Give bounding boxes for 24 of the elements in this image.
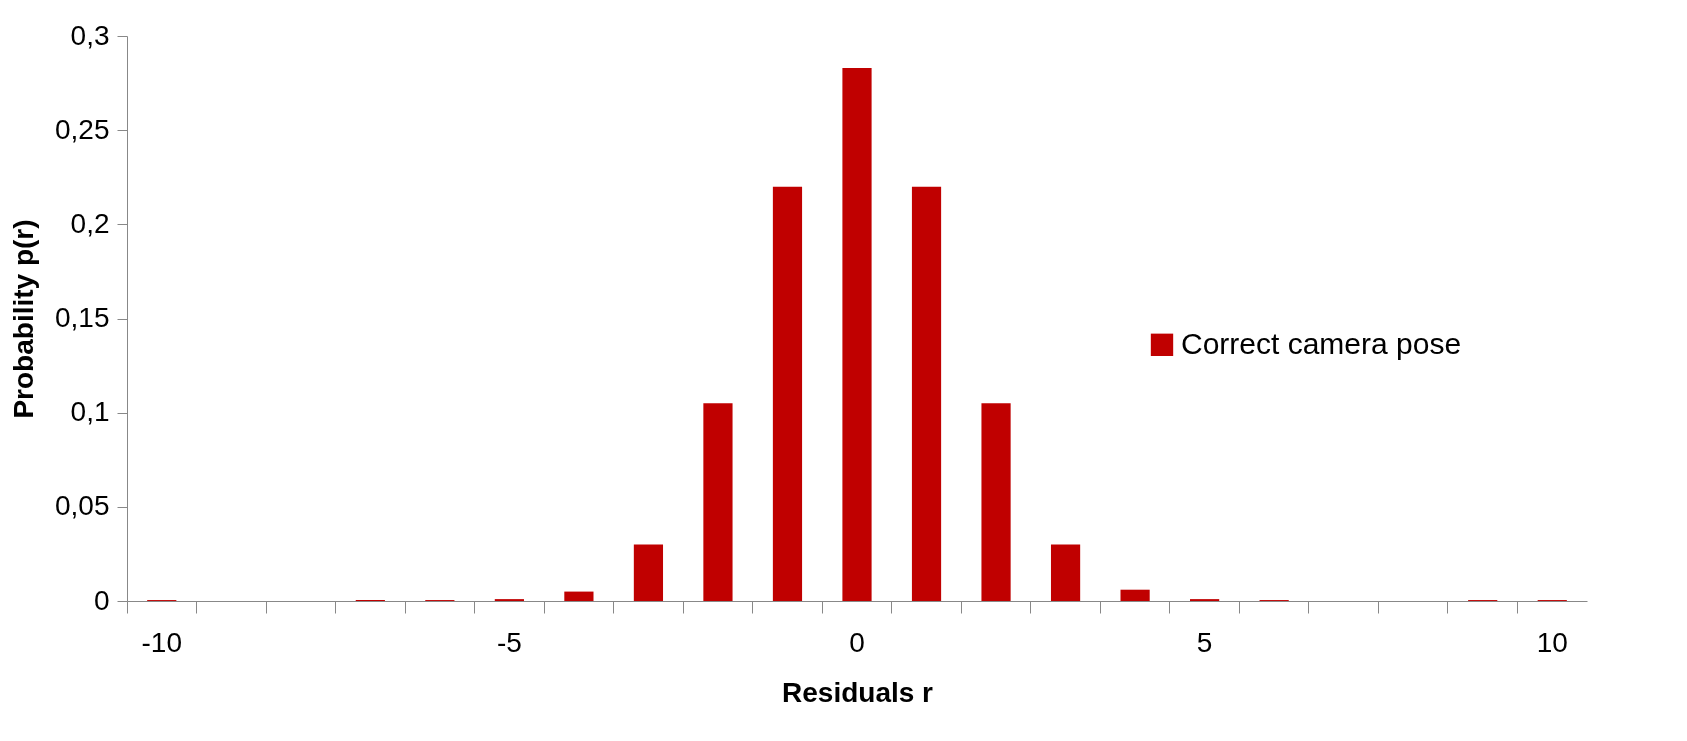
x-tick-label: 5 (1196, 626, 1213, 658)
bar (1050, 544, 1081, 601)
bar (981, 403, 1011, 601)
bar (564, 591, 594, 601)
bar (633, 544, 664, 601)
x-tick-label: 10 (1536, 626, 1568, 658)
x-axis-title: Residuals r (782, 676, 934, 708)
y-tick-label: 0,15 (55, 302, 110, 333)
x-tick-label: -10 (141, 626, 182, 658)
y-tick-label: 0,05 (55, 490, 110, 522)
x-tick-label: -5 (496, 626, 522, 658)
y-tick-label: 0,25 (55, 113, 110, 145)
y-tick-label: 0,3 (70, 19, 110, 51)
legend-label: Correct camera pose (1181, 326, 1462, 360)
y-axis-title: Probability p(r) (8, 219, 39, 419)
y-tick-label: 0,2 (70, 207, 110, 239)
bar (772, 186, 803, 601)
bar (911, 186, 942, 601)
x-tick-label: 0 (849, 626, 865, 658)
y-tick-label: 0 (93, 584, 110, 616)
y-tick-label: 0,1 (70, 396, 110, 428)
bar (1120, 589, 1150, 601)
bar (842, 68, 872, 601)
bar (703, 403, 733, 601)
